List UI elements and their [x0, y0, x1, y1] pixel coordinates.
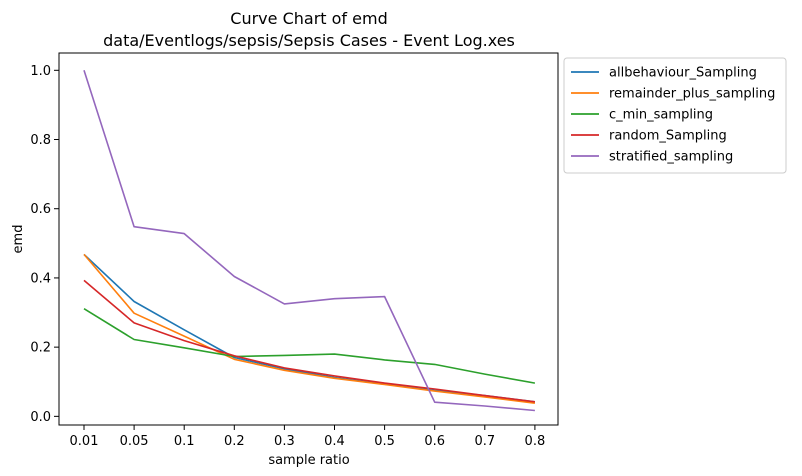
x-tick-label: 0.4 [324, 434, 345, 449]
legend-box [563, 57, 787, 174]
series-line-stratified_sampling [83, 70, 535, 412]
series-line-allbehaviour_Sampling [83, 253, 535, 403]
legend-label: stratified_sampling [609, 150, 733, 165]
series-line-random_Sampling [83, 279, 535, 403]
y-tick-label: 0.2 [30, 341, 51, 356]
x-tick-label: 0.1 [174, 434, 195, 449]
x-axis: 0.01 0.05 0.1 0.2 0.3 0.4 0.5 0.6 0.7 0.8 [70, 425, 546, 449]
x-tick-label: 0.01 [70, 434, 99, 449]
plot-area [58, 52, 559, 426]
y-tick-label: 0.0 [30, 410, 51, 425]
x-tick-label: 0.5 [374, 434, 395, 449]
legend-label: remainder_plus_sampling [609, 87, 775, 102]
series-line-c_min_sampling [83, 308, 536, 384]
legend-label: random_Sampling [609, 129, 727, 144]
legend: allbehaviour_Sampling remainder_plus_samp… [563, 57, 787, 174]
y-axis-label: emd [11, 225, 26, 254]
legend-label: c_min_sampling [609, 108, 713, 123]
x-tick-label: 0.05 [120, 434, 149, 449]
legend-label: allbehaviour_Sampling [609, 66, 757, 81]
y-tick-label: 0.8 [30, 133, 51, 148]
x-tick-label: 0.2 [224, 434, 245, 449]
series-lines [83, 70, 536, 412]
chart-title: Curve Chart of emd [230, 9, 387, 28]
chart-subtitle: data/Eventlogs/sepsis/Sepsis Cases - Eve… [103, 31, 515, 50]
y-tick-label: 1.0 [30, 64, 51, 79]
series-line-remainder_plus_sampling [83, 253, 535, 404]
x-tick-label: 0.8 [525, 434, 546, 449]
x-tick-label: 0.7 [474, 434, 495, 449]
y-tick-label: 0.4 [30, 271, 51, 286]
y-tick-label: 0.6 [30, 202, 51, 217]
y-axis: 0.0 0.2 0.4 0.6 0.8 1.0 [30, 64, 59, 425]
x-tick-label: 0.3 [274, 434, 295, 449]
x-tick-label: 0.6 [424, 434, 445, 449]
x-axis-label: sample ratio [268, 453, 349, 468]
